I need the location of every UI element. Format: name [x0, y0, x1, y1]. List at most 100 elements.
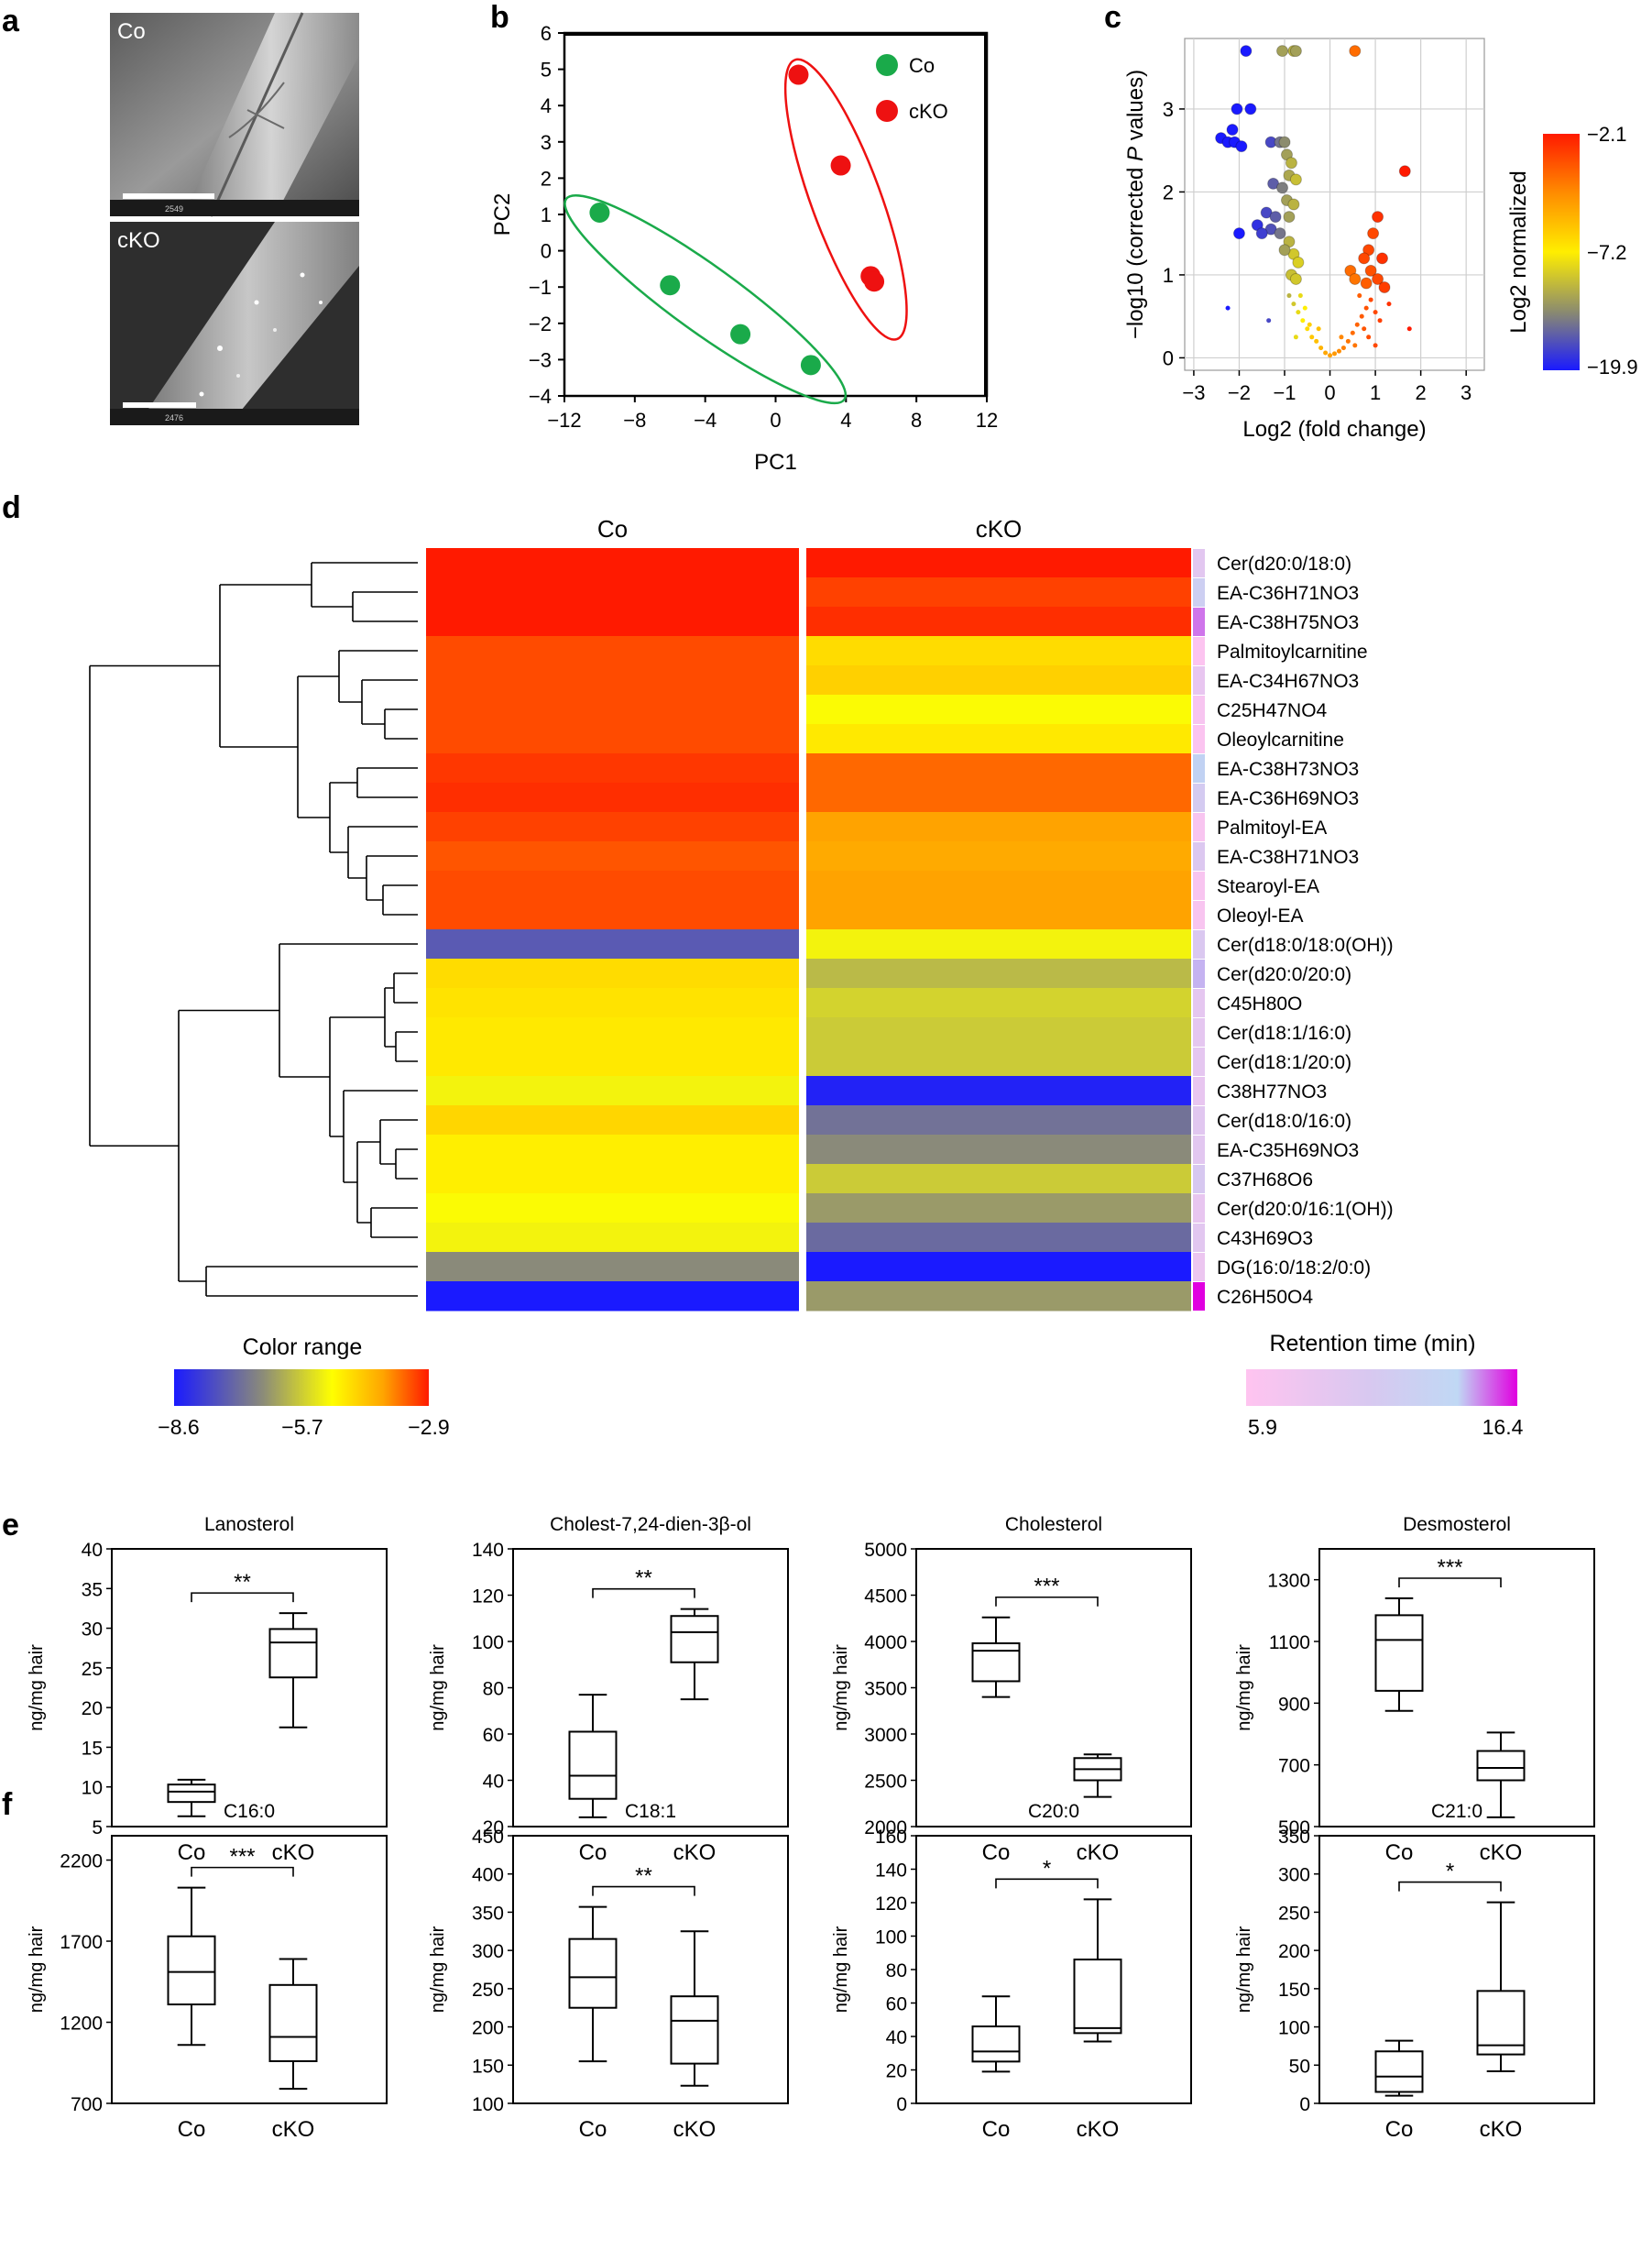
- volcano-plot: −3 −2 −1 0 1 2 3 0 1 2 3 Log2 (fold change) −log10 (…: [1123, 38, 1638, 442]
- heatmap-cell: [426, 1223, 799, 1253]
- volcano-point: [1360, 277, 1373, 290]
- volcano-point: [1226, 124, 1239, 137]
- volcano-point: [1363, 305, 1369, 311]
- box-plot-y-tick-label: 150: [1278, 1980, 1310, 2001]
- box-plot-y-tick-label: 20: [886, 2061, 907, 2082]
- box-iqr: [568, 1730, 618, 1800]
- retention-cell: [1193, 1136, 1205, 1164]
- volcano-point: [1378, 281, 1391, 293]
- significance-bracket: [191, 1592, 294, 1603]
- box-plot-y-tick-label: 5000: [864, 1540, 907, 1561]
- heatmap-cell: [806, 1135, 1191, 1165]
- retention-legend-tick: 16.4: [1482, 1415, 1524, 1439]
- volcano-point: [1376, 252, 1389, 265]
- volcano-point: [1350, 330, 1355, 335]
- volcano-point: [1316, 326, 1321, 332]
- box-plot-category: Co: [178, 1840, 206, 1865]
- volcano-point: [1232, 227, 1245, 240]
- box-plot-category: Co: [982, 2117, 1011, 2142]
- pca-y-tick-label: 3: [541, 131, 552, 154]
- box-plot-y-tick-label: 80: [886, 1960, 907, 1981]
- box-plot-category: cKO: [673, 2117, 717, 2142]
- pca-frame: [563, 31, 989, 398]
- volcano-point: [1274, 227, 1286, 240]
- heatmap-cell: [806, 929, 1191, 960]
- retention-cell: [1193, 960, 1205, 988]
- pca-y-tick-label: 5: [541, 59, 552, 82]
- box-iqr: [268, 1628, 318, 1679]
- pca-point-Co: [800, 355, 821, 376]
- volcano-point: [1276, 45, 1289, 58]
- box-plot-y-tick-label: 300: [472, 1941, 504, 1962]
- volcano-point: [1289, 45, 1302, 58]
- box-plot-frame: [1318, 1548, 1595, 1827]
- heatmap-cell: [806, 1105, 1191, 1136]
- box-plot-y-tick-label: 0: [1299, 2094, 1310, 2115]
- heatmap-row-label: C43H69O3: [1217, 1228, 1313, 1249]
- panel-letter-b: b: [490, 0, 509, 35]
- significance-stars: **: [234, 1570, 251, 1595]
- volcano-point: [1372, 272, 1384, 285]
- box-plot-y-axis-label: ng/mg hair: [27, 1644, 47, 1731]
- heatmap-cell: [806, 607, 1191, 637]
- volcano-colorbar-tick: −2.1: [1587, 123, 1626, 146]
- volcano-point: [1377, 318, 1383, 324]
- heatmap-cell: [426, 1047, 799, 1077]
- volcano-point: [1357, 293, 1362, 299]
- box-plot-y-tick-label: 2200: [60, 1851, 103, 1872]
- box-plot-category: cKO: [272, 2117, 315, 2142]
- box-plot-title: C20:0: [1028, 1801, 1079, 1822]
- retention-cell: [1193, 725, 1205, 753]
- panel-c: c −3 −2 −1 0 1 2 3 0 1 2 3 Log2 (fold change) −log10…: [1104, 0, 1638, 442]
- box-plot-y-tick-label: 1700: [60, 1932, 103, 1953]
- pca-y-tick-label: 0: [541, 240, 552, 263]
- box-plot-category: cKO: [673, 1840, 717, 1865]
- volcano-point: [1373, 310, 1378, 315]
- pca-group-ellipse-Co: [563, 193, 848, 405]
- volcano-point: [1332, 351, 1337, 357]
- heatmap-cell: [806, 1223, 1191, 1253]
- volcano-point: [1318, 346, 1324, 351]
- box-plot-y-tick-label: 10: [82, 1778, 103, 1799]
- volcano-point: [1349, 272, 1362, 285]
- sem-label-cko: cKO: [117, 228, 160, 253]
- pca-x-tick-label: −4: [694, 409, 717, 432]
- retention-cell: [1193, 813, 1205, 841]
- heatmap-row-label: C37H68O6: [1217, 1169, 1313, 1191]
- box-plot-y-tick-label: 250: [1278, 1903, 1310, 1924]
- box-plot-category: Co: [579, 1840, 607, 1865]
- heatmap-cell: [806, 1281, 1191, 1312]
- box-iqr: [1476, 1990, 1526, 2056]
- heatmap-row-label: Oleoyl-EA: [1217, 905, 1304, 927]
- box-iqr: [670, 1615, 719, 1663]
- sem-image-co: Co 2549: [110, 12, 359, 217]
- pca-point-Co: [730, 324, 751, 345]
- box-plot-y-tick-label: 30: [82, 1619, 103, 1641]
- heatmap-cell: [806, 1047, 1191, 1077]
- heatmap-cell: [426, 1164, 799, 1194]
- heatmap-row-label: Stearoyl-EA: [1217, 876, 1319, 897]
- pca-legend-label-Co: Co: [909, 54, 935, 77]
- volcano-point: [1296, 310, 1301, 315]
- heatmap-cell: [426, 783, 799, 813]
- box-plot-y-axis-label: ng/mg hair: [27, 1926, 47, 2013]
- heatmap-cell: [806, 812, 1191, 842]
- box-plot-y-tick-label: 1200: [60, 2014, 103, 2035]
- box-plot-y-tick-label: 15: [82, 1738, 103, 1759]
- volcano-point: [1255, 227, 1268, 240]
- box-plot-frame: [111, 1835, 388, 2104]
- heatmap-cell: [806, 548, 1191, 578]
- heatmap-row-label: C38H77NO3: [1217, 1081, 1327, 1103]
- heatmap-row-label: Cer(d18:1/20:0): [1217, 1052, 1351, 1073]
- box-plot-y-tick-label: 160: [875, 1827, 907, 1848]
- heatmap-cell: [806, 665, 1191, 696]
- heatmap-row-label: Palmitoyl-EA: [1217, 818, 1327, 839]
- pca-frame-right: [984, 33, 987, 396]
- panel-d: d Co cKO Cer(d20:0/18:0) EA-C36H71NO3 EA-C38…: [2, 490, 1524, 1439]
- volcano-y-axis-label: −log10 (corrected P values): [1123, 70, 1148, 339]
- panel-letter-f: f: [2, 1787, 13, 1822]
- box-iqr: [670, 1995, 719, 2065]
- pca-x-tick-label: 12: [976, 409, 998, 432]
- heatmap-cell: [426, 959, 799, 989]
- volcano-y-tick-label: 1: [1163, 264, 1174, 287]
